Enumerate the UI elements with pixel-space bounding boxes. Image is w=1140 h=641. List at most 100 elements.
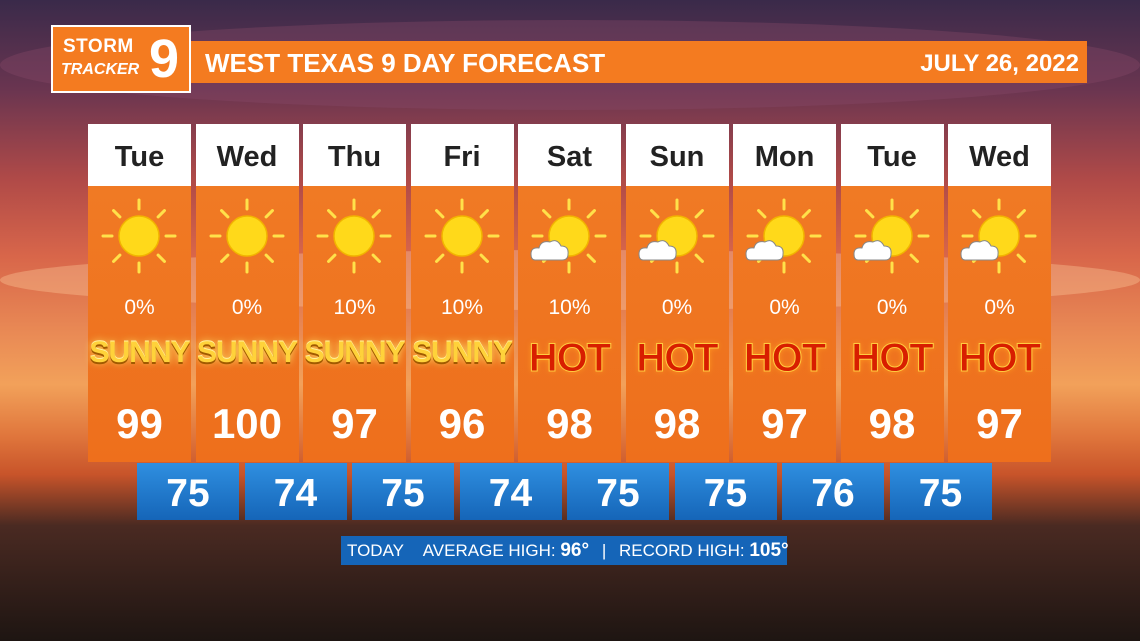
low-temp: 76 (782, 463, 884, 520)
day-name: Tue (840, 124, 944, 186)
sun-ray (156, 209, 166, 219)
day-name: Tue (88, 124, 191, 186)
cloud (530, 240, 569, 261)
sun-ray (694, 253, 704, 263)
day-body: 0% HOT 98 (840, 186, 944, 462)
low-temp: 75 (567, 463, 669, 520)
high-temp: 99 (116, 400, 163, 447)
logo: STORM TRACKER 9 (51, 25, 191, 93)
precip-chance: 0% (769, 296, 800, 319)
day-name: Wed (948, 124, 1051, 186)
title-bar: WEST TEXAS 9 DAY FORECAST JULY 26, 2022 (191, 41, 1087, 83)
day-column: Sun 0% HOT 98 (625, 124, 729, 462)
weather-icon (316, 198, 392, 274)
sun-ray (112, 209, 122, 219)
day-column: Tue 0% SUNNY 99 (88, 124, 191, 462)
sun (333, 215, 375, 257)
sun-ray (909, 253, 919, 263)
sun-ray (371, 253, 381, 263)
high-temp: 98 (546, 400, 593, 447)
footer-label: TODAY (347, 541, 404, 560)
sun (118, 215, 160, 257)
sun-ray (219, 253, 229, 263)
sun-ray (542, 209, 552, 219)
sun (440, 215, 483, 257)
day-body: 0% SUNNY 100 (195, 186, 299, 462)
low-temp: 74 (244, 463, 347, 520)
precip-chance: 0% (984, 296, 1015, 319)
day-column: Sat 10% HOT 98 (518, 124, 621, 462)
date: JULY 26, 2022 (920, 50, 1079, 77)
average-value: 96° (560, 540, 590, 561)
day-column: Fri 10% SUNNY 96 (410, 124, 514, 462)
logo-text: STORM (63, 36, 134, 57)
weather-icon (960, 198, 1037, 274)
condition: SUNNY (304, 336, 405, 369)
sun-ray (434, 209, 444, 219)
day-name: Thu (303, 124, 406, 186)
sun-ray (156, 253, 166, 263)
day-body: 10% HOT 98 (518, 186, 621, 462)
weather-icon (530, 198, 607, 274)
sun-ray (264, 253, 274, 263)
condition: HOT (528, 336, 611, 381)
high-temp: 98 (868, 400, 916, 447)
sun (225, 215, 268, 257)
condition: HOT (851, 336, 934, 381)
condition: SUNNY (196, 336, 298, 369)
sun-ray (586, 253, 596, 263)
condition: SUNNY (411, 336, 513, 369)
day-body: 0% SUNNY 99 (88, 186, 191, 462)
high-temp: 100 (211, 400, 283, 447)
precip-chance: 10% (440, 296, 484, 319)
weather-icon (101, 198, 177, 274)
day-column: Tue 0% HOT 98 (840, 124, 944, 462)
low-temp: 75 (137, 463, 239, 520)
sun-ray (586, 209, 596, 219)
sun-ray (327, 253, 337, 263)
cloud (852, 240, 892, 261)
title: WEST TEXAS 9 DAY FORECAST (205, 48, 606, 78)
day-name: Fri (410, 124, 514, 186)
day-name: Mon (733, 124, 836, 186)
sun-ray (1016, 253, 1026, 263)
weather-icon (637, 198, 714, 274)
day-name: Sat (518, 124, 621, 186)
sun-ray (801, 253, 811, 263)
precip-chance: 10% (548, 296, 591, 319)
high-temp: 98 (653, 400, 701, 447)
separator: | (601, 541, 607, 560)
day-body: 0% HOT 97 (948, 186, 1051, 462)
cloud (637, 240, 677, 261)
sun-ray (434, 253, 444, 263)
high-temp: 96 (438, 400, 486, 447)
sun-ray (479, 253, 489, 263)
weather-icon (424, 198, 499, 274)
low-temp: 75 (674, 463, 777, 520)
sun-ray (1016, 209, 1026, 219)
condition: SUNNY (89, 336, 190, 369)
logo-number: 9 (149, 29, 180, 89)
day-column: Mon 0% HOT 97 (733, 124, 836, 462)
condition: HOT (958, 336, 1041, 381)
sun-ray (327, 209, 337, 219)
high-temp: 97 (976, 400, 1023, 447)
footer-bar: TODAY AVERAGE HIGH: 96° | RECORD HIGH: 1… (341, 536, 789, 565)
record-label: RECORD HIGH: (618, 541, 745, 560)
weather-icon (745, 198, 822, 274)
weather-icon (209, 198, 284, 274)
day-name: Sun (625, 124, 729, 186)
day-body: 10% SUNNY 97 (303, 186, 406, 462)
condition: HOT (743, 336, 826, 381)
sun-ray (909, 209, 919, 219)
day-body: 0% HOT 98 (625, 186, 729, 462)
sun-ray (864, 209, 874, 219)
cloud (960, 240, 999, 261)
cloud (745, 240, 784, 261)
sun-ray (757, 209, 767, 219)
day-body: 10% SUNNY 96 (410, 186, 514, 462)
precip-chance: 0% (124, 296, 155, 319)
sun-ray (972, 209, 982, 219)
precip-chance: 0% (661, 296, 693, 319)
